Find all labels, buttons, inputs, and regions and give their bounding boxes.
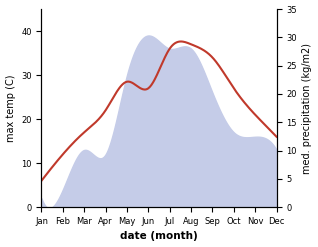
- X-axis label: date (month): date (month): [120, 231, 198, 242]
- Y-axis label: med. precipitation (kg/m2): med. precipitation (kg/m2): [302, 43, 313, 174]
- Y-axis label: max temp (C): max temp (C): [5, 74, 16, 142]
